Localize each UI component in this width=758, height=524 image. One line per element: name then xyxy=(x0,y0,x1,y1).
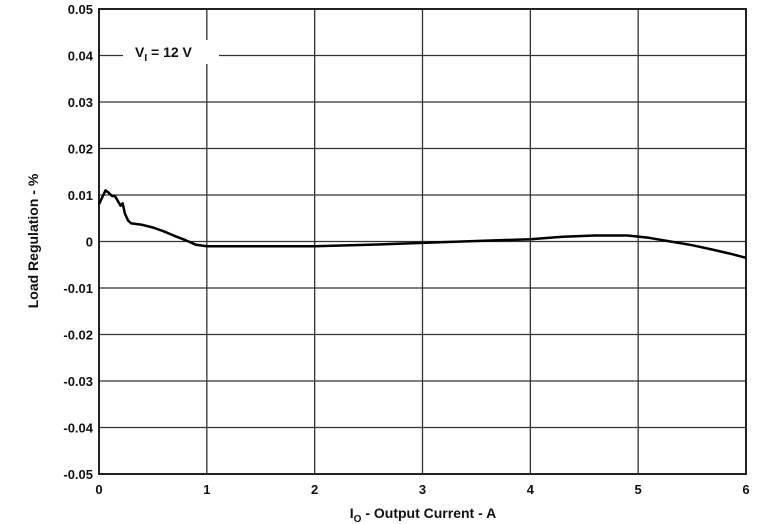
y-tick-label: 0.01 xyxy=(68,188,93,203)
x-tick-label: 5 xyxy=(635,482,642,497)
y-axis-label: Load Regulation - % xyxy=(25,173,41,308)
y-tick-label: 0.05 xyxy=(68,2,93,17)
x-tick-label: 1 xyxy=(203,482,210,497)
x-tick-label: 6 xyxy=(742,482,749,497)
x-tick-label: 3 xyxy=(419,482,426,497)
annotation-background xyxy=(123,40,219,64)
y-tick-label: 0.02 xyxy=(68,142,93,157)
y-tick-label: -0.05 xyxy=(63,467,93,482)
y-tick-label: -0.04 xyxy=(63,421,93,436)
series-line xyxy=(97,189,747,260)
plot-frame xyxy=(98,8,747,475)
y-tick-label: -0.03 xyxy=(63,374,93,389)
x-axis-label: IO - Output Current - A xyxy=(350,505,496,524)
y-tick-label: -0.02 xyxy=(63,328,93,343)
x-tick-label: 2 xyxy=(311,482,318,497)
y-tick-label: 0 xyxy=(86,235,93,250)
x-tick-label: 4 xyxy=(527,482,535,497)
y-tick-label: 0.04 xyxy=(68,49,94,64)
y-tick-label: -0.01 xyxy=(63,281,93,296)
y-tick-label: 0.03 xyxy=(68,95,93,110)
x-tick-label: 0 xyxy=(95,482,102,497)
annotation-vi: VI = 12 V xyxy=(135,44,193,64)
